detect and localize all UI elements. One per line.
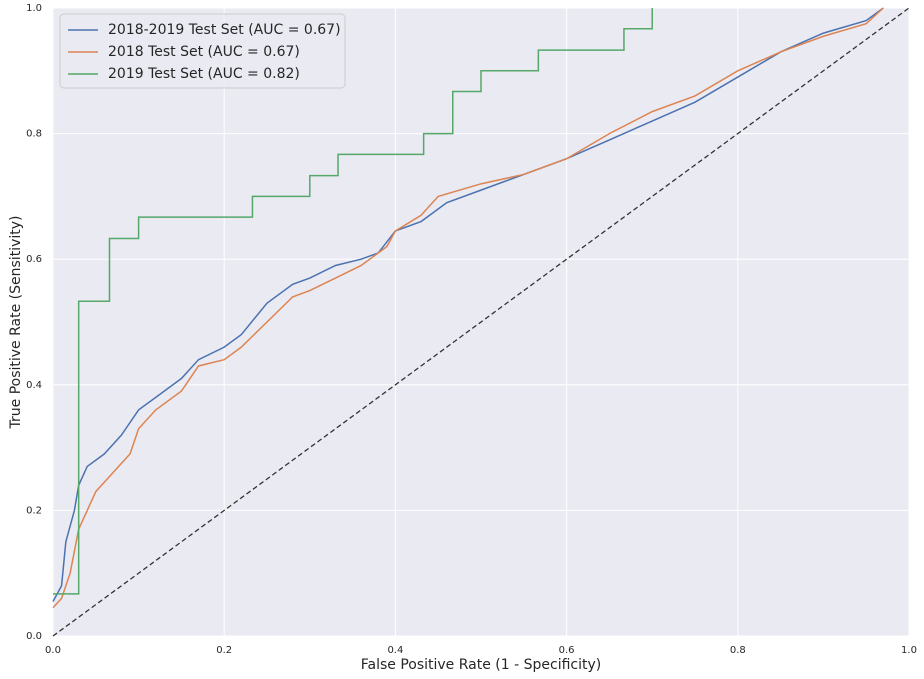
legend: 2018-2019 Test Set (AUC = 0.67) 2018 Test… bbox=[59, 13, 346, 89]
y-tick-label: 0.0 bbox=[26, 631, 42, 642]
marks bbox=[52, 7, 910, 637]
chance-line bbox=[52, 7, 910, 637]
x-tick-label: 0.2 bbox=[216, 645, 232, 656]
x-tick-label: 0.4 bbox=[387, 645, 403, 656]
y-tick-label: 0.4 bbox=[26, 380, 42, 391]
legend-box bbox=[59, 13, 346, 89]
legend-label: 2018-2019 Test Set (AUC = 0.67) bbox=[108, 22, 341, 38]
legend-label: 2018 Test Set (AUC = 0.67) bbox=[108, 44, 300, 60]
roc-line bbox=[52, 7, 884, 609]
x-tick-label: 0.8 bbox=[730, 645, 746, 656]
y-axis-label: True Positive Rate (Sensitivity) bbox=[8, 216, 24, 430]
x-axis-label: False Positive Rate (1 - Specificity) bbox=[361, 657, 602, 673]
y-tick-label: 0.2 bbox=[26, 505, 42, 516]
x-tick-label: 0.0 bbox=[45, 645, 61, 656]
grid bbox=[52, 7, 910, 637]
y-tick-label: 0.8 bbox=[26, 129, 42, 140]
y-tick-label: 0.6 bbox=[26, 254, 42, 265]
x-tick-label: 1.0 bbox=[901, 645, 917, 656]
y-tick-label: 1.0 bbox=[26, 3, 42, 14]
roc-line bbox=[52, 7, 884, 602]
x-tick-label: 0.6 bbox=[559, 645, 575, 656]
legend-label: 2019 Test Set (AUC = 0.82) bbox=[108, 66, 300, 82]
roc-line bbox=[53, 8, 653, 595]
